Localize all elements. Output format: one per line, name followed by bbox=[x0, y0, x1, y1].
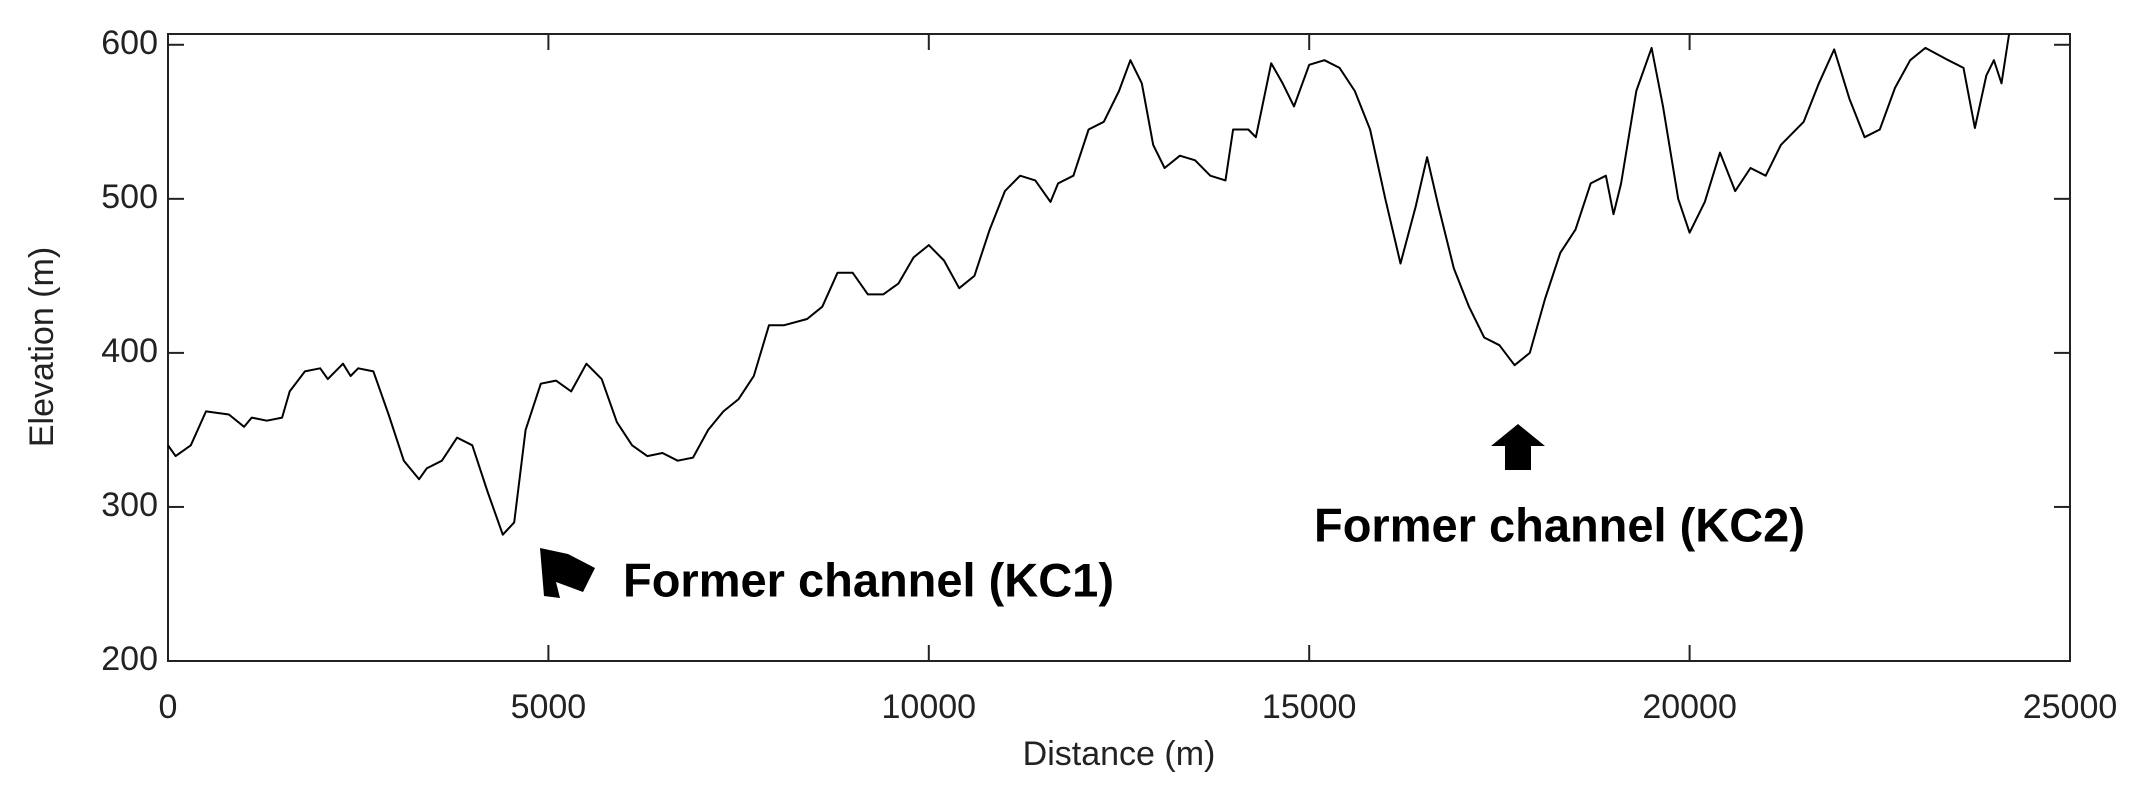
x-tick-label: 15000 bbox=[1262, 688, 1357, 726]
x-axis-title: Distance (m) bbox=[1023, 735, 1216, 773]
line bbox=[167, 33, 2011, 536]
y-tick-label: 600 bbox=[101, 24, 158, 62]
y-tick-label: 500 bbox=[101, 178, 158, 216]
annotation: Former channel (KC2) bbox=[1314, 498, 1805, 551]
y-tick-label: 300 bbox=[101, 486, 158, 524]
plot-frame bbox=[167, 33, 2071, 662]
y-tick-label: 400 bbox=[101, 332, 158, 370]
x-tick-label: 25000 bbox=[2023, 688, 2118, 726]
arrow bbox=[1491, 424, 1545, 470]
y-axis-title: Elevation (m) bbox=[23, 247, 61, 447]
x-tick-label: 10000 bbox=[882, 688, 977, 726]
annotation: Former channel (KC1) bbox=[623, 553, 1114, 606]
y-tick-label: 200 bbox=[101, 640, 158, 678]
x-tick-label: 0 bbox=[159, 688, 178, 726]
x-tick-label: 20000 bbox=[1642, 688, 1737, 726]
x-tick-label: 5000 bbox=[511, 688, 587, 726]
arrow bbox=[540, 548, 595, 598]
